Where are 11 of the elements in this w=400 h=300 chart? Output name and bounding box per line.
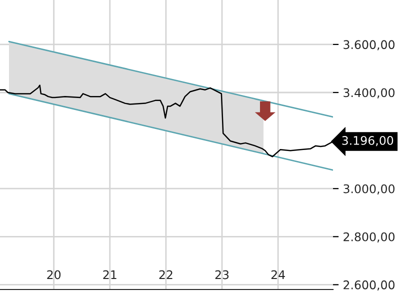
annotation: 3.196,00 — [342, 136, 394, 146]
x-tick-label: 23 — [215, 270, 229, 280]
x-tick-label: 22 — [159, 270, 172, 280]
y-tick-label: 2.800,00 — [344, 232, 395, 243]
y-tick-label: 3.600,00 — [344, 40, 395, 50]
y-tick-label: 2.600,00 — [344, 280, 395, 291]
x-tick-label: 20 — [47, 270, 61, 280]
y-tick-label: 3.400,00 — [344, 88, 395, 98]
y-tick-label: 3.000,00 — [344, 184, 395, 194]
x-tick-label: 21 — [103, 270, 116, 280]
x-tick-label: 24 — [271, 270, 285, 280]
